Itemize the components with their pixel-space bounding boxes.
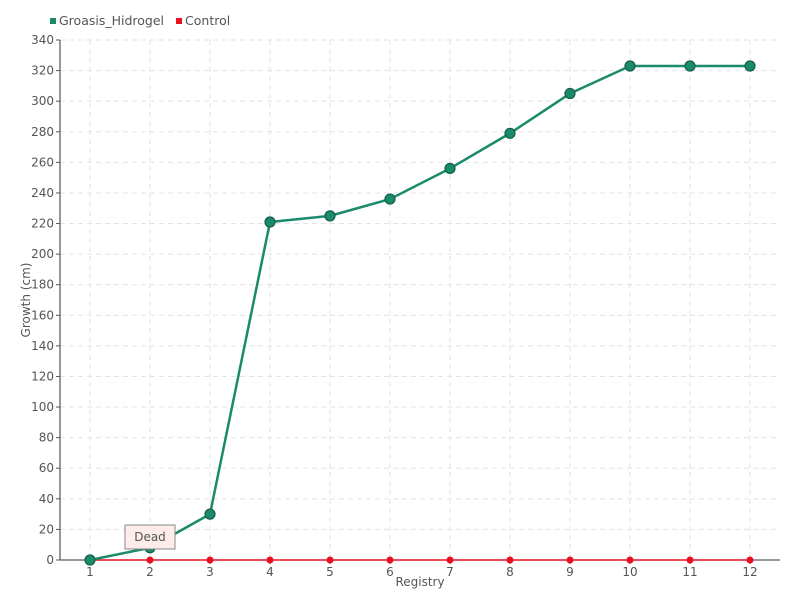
grid [60,39,780,560]
data-point[interactable] [264,216,276,228]
y-tick-label: 340 [31,33,54,47]
y-tick-label: 200 [31,247,54,261]
y-tick-label: 140 [31,339,54,353]
legend[interactable]: Groasis_Hidrogel Control [50,13,230,28]
y-tick-label: 300 [31,94,54,108]
x-tick-label: 4 [266,565,274,579]
legend-label: Control [185,13,230,28]
legend-swatch [176,18,183,24]
y-tick-label: 80 [39,431,54,445]
y-tick-label: 120 [31,369,54,383]
data-point[interactable] [204,508,216,520]
x-tick-label: 3 [206,565,214,579]
legend-item-groasis-hidrogel[interactable]: Groasis_Hidrogel [50,13,164,28]
x-axis-label: Registry [395,575,444,589]
y-tick-label: 0 [46,553,54,567]
x-tick-label: 1 [86,565,94,579]
tooltip-text: Dead [134,530,166,544]
y-axis-label: Growth (cm) [19,263,33,338]
x-tick-label: 11 [682,565,697,579]
data-point[interactable] [624,60,636,72]
data-point[interactable] [744,60,756,72]
y-tick-label: 60 [39,461,54,475]
legend-swatch [50,18,56,24]
data-point[interactable] [326,556,334,564]
x-tick-label: 2 [146,565,154,579]
legend-item-control[interactable]: Control [176,13,230,28]
y-tick-label: 100 [31,400,54,414]
data-point[interactable] [146,556,154,564]
data-point[interactable] [564,87,576,100]
x-tick-label: 8 [506,565,514,579]
legend-label: Groasis_Hidrogel [59,13,164,28]
data-point[interactable] [746,556,754,564]
data-point[interactable] [444,162,456,175]
y-tick-label: 320 [31,64,54,78]
x-tick-label: 6 [386,565,394,579]
y-tick-label: 280 [31,125,54,139]
y-axis-ticks: 0 20 40 60 80 100 120 140 160 180 200 220 240 260 280 3… [31,33,60,567]
data-point[interactable] [324,210,336,222]
data-point[interactable] [84,554,96,566]
tooltip-box [124,524,176,550]
series-line [89,64,750,562]
y-tick-label: 180 [31,278,54,292]
y-tick-label: 220 [31,217,54,231]
y-tick-label: 40 [39,492,54,506]
x-tick-label: 9 [566,565,574,579]
annotation-layer: Dead [124,524,176,550]
x-tick-label: 12 [742,565,757,579]
y-tick-label: 20 [39,522,54,536]
x-tick-label: 10 [622,565,637,579]
x-tick-label: 5 [326,565,334,579]
x-tick-label: 7 [446,565,454,579]
data-point[interactable] [566,556,574,564]
y-tick-label: 260 [31,155,54,169]
data-point[interactable] [686,556,694,564]
series-groasis-hidrogel [84,60,756,566]
annotation-tooltip: Dead [124,524,176,550]
y-tick-label: 160 [31,308,54,322]
data-point[interactable] [504,127,516,139]
series-layer [84,60,756,566]
series-control [86,556,754,564]
data-point[interactable] [206,556,214,564]
data-point[interactable] [266,556,274,564]
axes [59,40,780,561]
data-point[interactable] [506,556,514,564]
data-point[interactable] [384,193,396,205]
data-point[interactable] [446,556,454,564]
y-tick-label: 240 [31,186,54,200]
data-point[interactable] [386,556,394,564]
data-point[interactable] [684,60,696,72]
data-point[interactable] [626,556,634,564]
